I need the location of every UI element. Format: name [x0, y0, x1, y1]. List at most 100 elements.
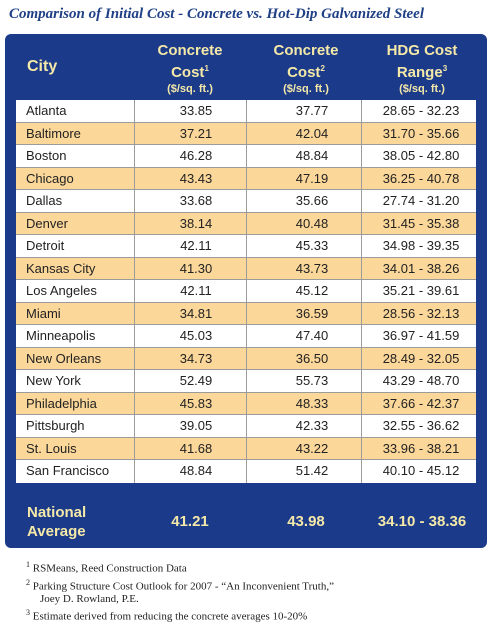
column-divider — [134, 415, 135, 437]
column-divider — [134, 100, 135, 122]
concrete-cost-1-cell: 41.68 — [179, 440, 213, 456]
hdg-cost-range-cell: 37.66 - 42.37 — [382, 395, 460, 411]
concrete-cost-1-cell: 41.30 — [179, 260, 213, 276]
header-col1-line2: Cost — [171, 64, 205, 81]
header-hdg-cost-range: HDG Cost Range3 ($/sq. ft.) — [361, 42, 483, 106]
national-label-line1: National — [27, 504, 87, 521]
concrete-cost-2-cell: 36.50 — [295, 350, 329, 366]
column-divider — [134, 257, 135, 279]
concrete-cost-1-cell: 33.68 — [179, 193, 213, 208]
concrete-cost-2-cell: 43.22 — [295, 440, 329, 456]
column-divider — [246, 460, 247, 483]
column-divider — [134, 167, 135, 189]
table-row: Boston 46.28 48.84 38.05 - 42.80 — [16, 145, 476, 168]
hdg-cost-range-cell: 32.55 - 36.62 — [382, 418, 460, 433]
city-cell: Los Angeles — [26, 283, 97, 298]
national-hdg-cost-range: 34.10 - 38.36 — [377, 513, 467, 530]
column-divider — [246, 235, 247, 257]
column-divider — [246, 257, 247, 279]
column-divider — [361, 415, 362, 437]
footnotes: 1 RSMeans, Reed Construction Data 2 Parki… — [26, 558, 486, 624]
concrete-cost-2-cell: 45.12 — [295, 283, 329, 298]
national-concrete-cost-1: 41.21 — [171, 513, 209, 530]
table-row: San Francisco 48.84 51.42 40.10 - 45.12 — [16, 460, 476, 483]
column-divider — [134, 302, 135, 324]
city-cell: St. Louis — [26, 440, 77, 456]
concrete-cost-2-cell: 55.73 — [295, 373, 329, 388]
column-divider — [134, 437, 135, 459]
table-row: Atlanta 33.85 37.77 28.65 - 32.23 — [16, 100, 476, 123]
hdg-cost-range-cell: 35.21 - 39.61 — [382, 283, 460, 298]
column-divider — [361, 280, 362, 302]
header-col1-unit: ($/sq. ft.) — [167, 83, 213, 95]
column-divider — [246, 392, 247, 414]
concrete-cost-1-cell: 52.49 — [179, 373, 213, 388]
hdg-cost-range-cell: 27.74 - 31.20 — [382, 193, 460, 208]
footnote: 1 RSMeans, Reed Construction Data — [26, 558, 486, 576]
column-divider — [361, 257, 362, 279]
column-divider — [361, 325, 362, 347]
table-body: Atlanta 33.85 37.77 28.65 - 32.23 Baltimore 3… — [16, 100, 476, 483]
hdg-cost-range-cell: 36.25 - 40.78 — [382, 170, 460, 186]
document-title: Comparison of Initial Cost - Concrete vs… — [9, 6, 425, 22]
table-row: Pittsburgh 39.05 42.33 32.55 - 36.62 — [16, 415, 476, 438]
column-divider — [134, 325, 135, 347]
column-divider — [246, 190, 247, 212]
footnote-marker: 1 — [26, 560, 30, 569]
column-divider — [246, 370, 247, 392]
concrete-cost-2-cell: 37.77 — [295, 103, 329, 118]
hdg-cost-range-cell: 31.45 - 35.38 — [382, 215, 460, 231]
column-divider — [361, 370, 362, 392]
city-cell: Philadelphia — [26, 395, 97, 411]
national-average-row: National Average 41.21 43.98 34.10 - 38.… — [5, 497, 487, 548]
concrete-cost-1-cell: 45.03 — [179, 328, 213, 343]
concrete-cost-1-cell: 34.81 — [179, 305, 213, 321]
concrete-cost-1-cell: 42.11 — [180, 283, 212, 298]
header-concrete-cost-1: Concrete Cost1 ($/sq. ft.) — [136, 42, 244, 106]
hdg-cost-range-cell: 34.98 - 39.35 — [382, 238, 460, 253]
city-cell: Boston — [26, 148, 67, 163]
column-divider — [246, 100, 247, 122]
concrete-cost-1-cell: 48.84 — [179, 463, 213, 478]
column-divider — [134, 212, 135, 234]
concrete-cost-1-cell: 37.21 — [179, 125, 213, 141]
concrete-cost-1-cell: 39.05 — [179, 418, 213, 433]
column-divider — [361, 190, 362, 212]
footnote-marker: 2 — [26, 577, 30, 587]
column-divider — [246, 302, 247, 324]
table-row: Dallas 33.68 35.66 27.74 - 31.20 — [16, 190, 476, 213]
city-cell: Miami — [26, 305, 61, 321]
city-cell: Denver — [26, 215, 68, 231]
hdg-cost-range-cell: 36.97 - 41.59 — [382, 328, 460, 343]
table-row: New Orleans 34.73 36.50 28.49 - 32.05 — [16, 347, 476, 370]
column-divider — [361, 122, 362, 144]
city-cell: Chicago — [26, 170, 74, 186]
footnote: 2 Parking Structure Cost Outlook for 200… — [26, 576, 486, 594]
hdg-cost-range-cell: 43.29 - 48.70 — [382, 373, 460, 388]
column-divider — [361, 460, 362, 483]
city-cell: New York — [26, 373, 81, 388]
footnote: Joey D. Rowland, P.E. — [26, 593, 486, 606]
table-row: St. Louis 41.68 43.22 33.96 - 38.21 — [16, 437, 476, 460]
table-row: Kansas City 41.30 43.73 34.01 - 38.26 — [16, 257, 476, 280]
concrete-cost-1-cell: 43.43 — [179, 170, 213, 186]
column-divider — [134, 280, 135, 302]
hdg-cost-range-cell: 33.96 - 38.21 — [382, 440, 460, 456]
concrete-cost-2-cell: 47.19 — [295, 170, 329, 186]
city-cell: Pittsburgh — [26, 418, 85, 433]
hdg-cost-range-cell: 28.65 - 32.23 — [382, 103, 460, 118]
concrete-cost-2-cell: 47.40 — [295, 328, 329, 343]
concrete-cost-2-cell: 43.73 — [295, 260, 329, 276]
header-col2-sup: 2 — [320, 64, 325, 73]
national-label-line2: Average — [27, 523, 86, 540]
concrete-cost-2-cell: 42.33 — [295, 418, 329, 433]
concrete-cost-2-cell: 51.42 — [295, 463, 329, 478]
table-row: Baltimore 37.21 42.04 31.70 - 35.66 — [16, 122, 476, 145]
column-divider — [246, 437, 247, 459]
column-divider — [246, 415, 247, 437]
header-col3-sup: 3 — [442, 64, 448, 73]
column-divider — [134, 370, 135, 392]
city-cell: Kansas City — [26, 260, 96, 276]
table-row: Denver 38.14 40.48 31.45 - 35.38 — [16, 212, 476, 235]
concrete-cost-2-cell: 48.33 — [295, 395, 329, 411]
